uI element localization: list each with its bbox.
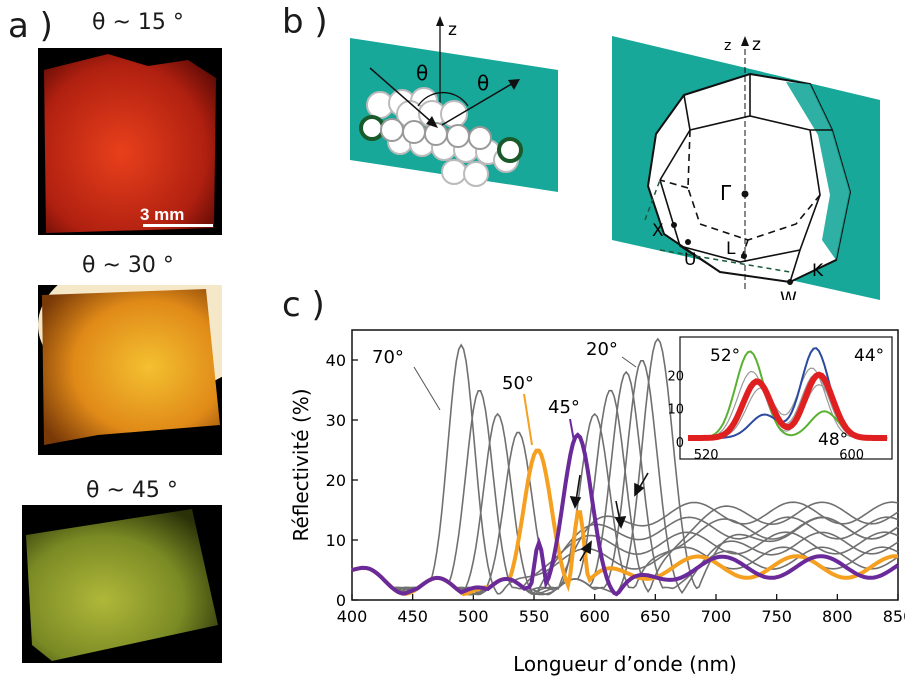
panel-b-label: b ) xyxy=(282,2,328,42)
inset-label-44: 44° xyxy=(854,346,884,366)
x-tick-label: 800 xyxy=(822,607,853,626)
y-tick-label: 20 xyxy=(326,471,346,490)
y-tick-label: 10 xyxy=(326,531,346,550)
point-w-label: W xyxy=(780,289,797,300)
inset-x-tick-label: 520 xyxy=(694,448,719,463)
gamma-point-label: Γ xyxy=(720,181,732,205)
plot-frame xyxy=(351,329,899,601)
y-tick-label: 30 xyxy=(326,411,346,430)
angle-label-15: θ ~ 15 ° xyxy=(92,10,184,35)
photo-opal-45deg xyxy=(22,505,222,663)
point-l-label: L xyxy=(726,239,736,259)
y-tick-label: 40 xyxy=(326,351,346,370)
inset-y-tick-label: 10 xyxy=(667,403,684,418)
inset-chart: 520 600 0 10 20 52° 44° 48° xyxy=(667,336,893,463)
y-tick-label: 0 xyxy=(336,591,346,610)
x-tick-label: 450 xyxy=(397,607,428,626)
diagram-brillouin-zone: z z Γ X U L K W xyxy=(612,35,880,300)
panel-c-label: c ) xyxy=(282,285,325,325)
photo-opal-15deg xyxy=(38,48,222,235)
curve-label-50: 50° xyxy=(502,373,534,394)
z-label-2: z xyxy=(752,35,761,55)
spectra-curves xyxy=(351,337,900,597)
x-axis-title: Longueur d’onde (nm) xyxy=(513,652,737,676)
z-axis-label: z xyxy=(448,20,457,40)
x-tick-label: 400 xyxy=(337,607,368,626)
inset-y-tick-label: 0 xyxy=(676,436,684,451)
x-tick-label: 650 xyxy=(640,607,671,626)
inset-label-48: 48° xyxy=(818,430,848,450)
truncated-octahedron xyxy=(646,72,852,284)
panel-a-label: a ) xyxy=(8,6,53,46)
incident-ray xyxy=(369,67,436,126)
x-tick-label: 550 xyxy=(519,607,550,626)
x-axis-ticks: 400 450 500 550 600 650 700 750 800 850 xyxy=(337,594,905,626)
x-tick-label: 700 xyxy=(701,607,732,626)
curve-label-70: 70° xyxy=(372,347,404,368)
point-k-label: K xyxy=(812,261,824,281)
x-tick-label: 500 xyxy=(458,607,489,626)
diagram-incidence: z θ θ xyxy=(350,16,558,192)
theta-reflected-label: θ xyxy=(477,71,489,95)
x-tick-label: 850 xyxy=(883,607,905,626)
z-label-1: z xyxy=(724,38,731,54)
point-x-label: X xyxy=(652,221,664,241)
annotation-arrows xyxy=(569,472,649,562)
inset-y-tick-label: 20 xyxy=(667,369,684,384)
angle-label-45: θ ~ 45 ° xyxy=(86,478,178,503)
x-tick-label: 750 xyxy=(761,607,792,626)
theta-incident-label: θ xyxy=(416,61,428,85)
inset-x-tick-label: 600 xyxy=(839,448,864,463)
photo-opal-30deg xyxy=(38,285,222,455)
curve-label-45: 45° xyxy=(548,397,580,418)
scale-bar-label: 3 mm xyxy=(140,205,185,224)
inset-curve-48deg xyxy=(688,371,888,441)
y-axis-title: Réflectivité (%) xyxy=(289,388,313,541)
angle-label-30: θ ~ 30 ° xyxy=(82,253,174,278)
inset-label-52: 52° xyxy=(710,346,740,366)
spectrum-line-45deg xyxy=(351,432,900,597)
reflected-ray xyxy=(441,81,516,126)
x-tick-label: 600 xyxy=(579,607,610,626)
curve-label-20: 20° xyxy=(586,339,618,360)
y-axis-ticks: 0 10 20 30 40 xyxy=(326,351,358,610)
point-u-label: U xyxy=(684,250,696,270)
